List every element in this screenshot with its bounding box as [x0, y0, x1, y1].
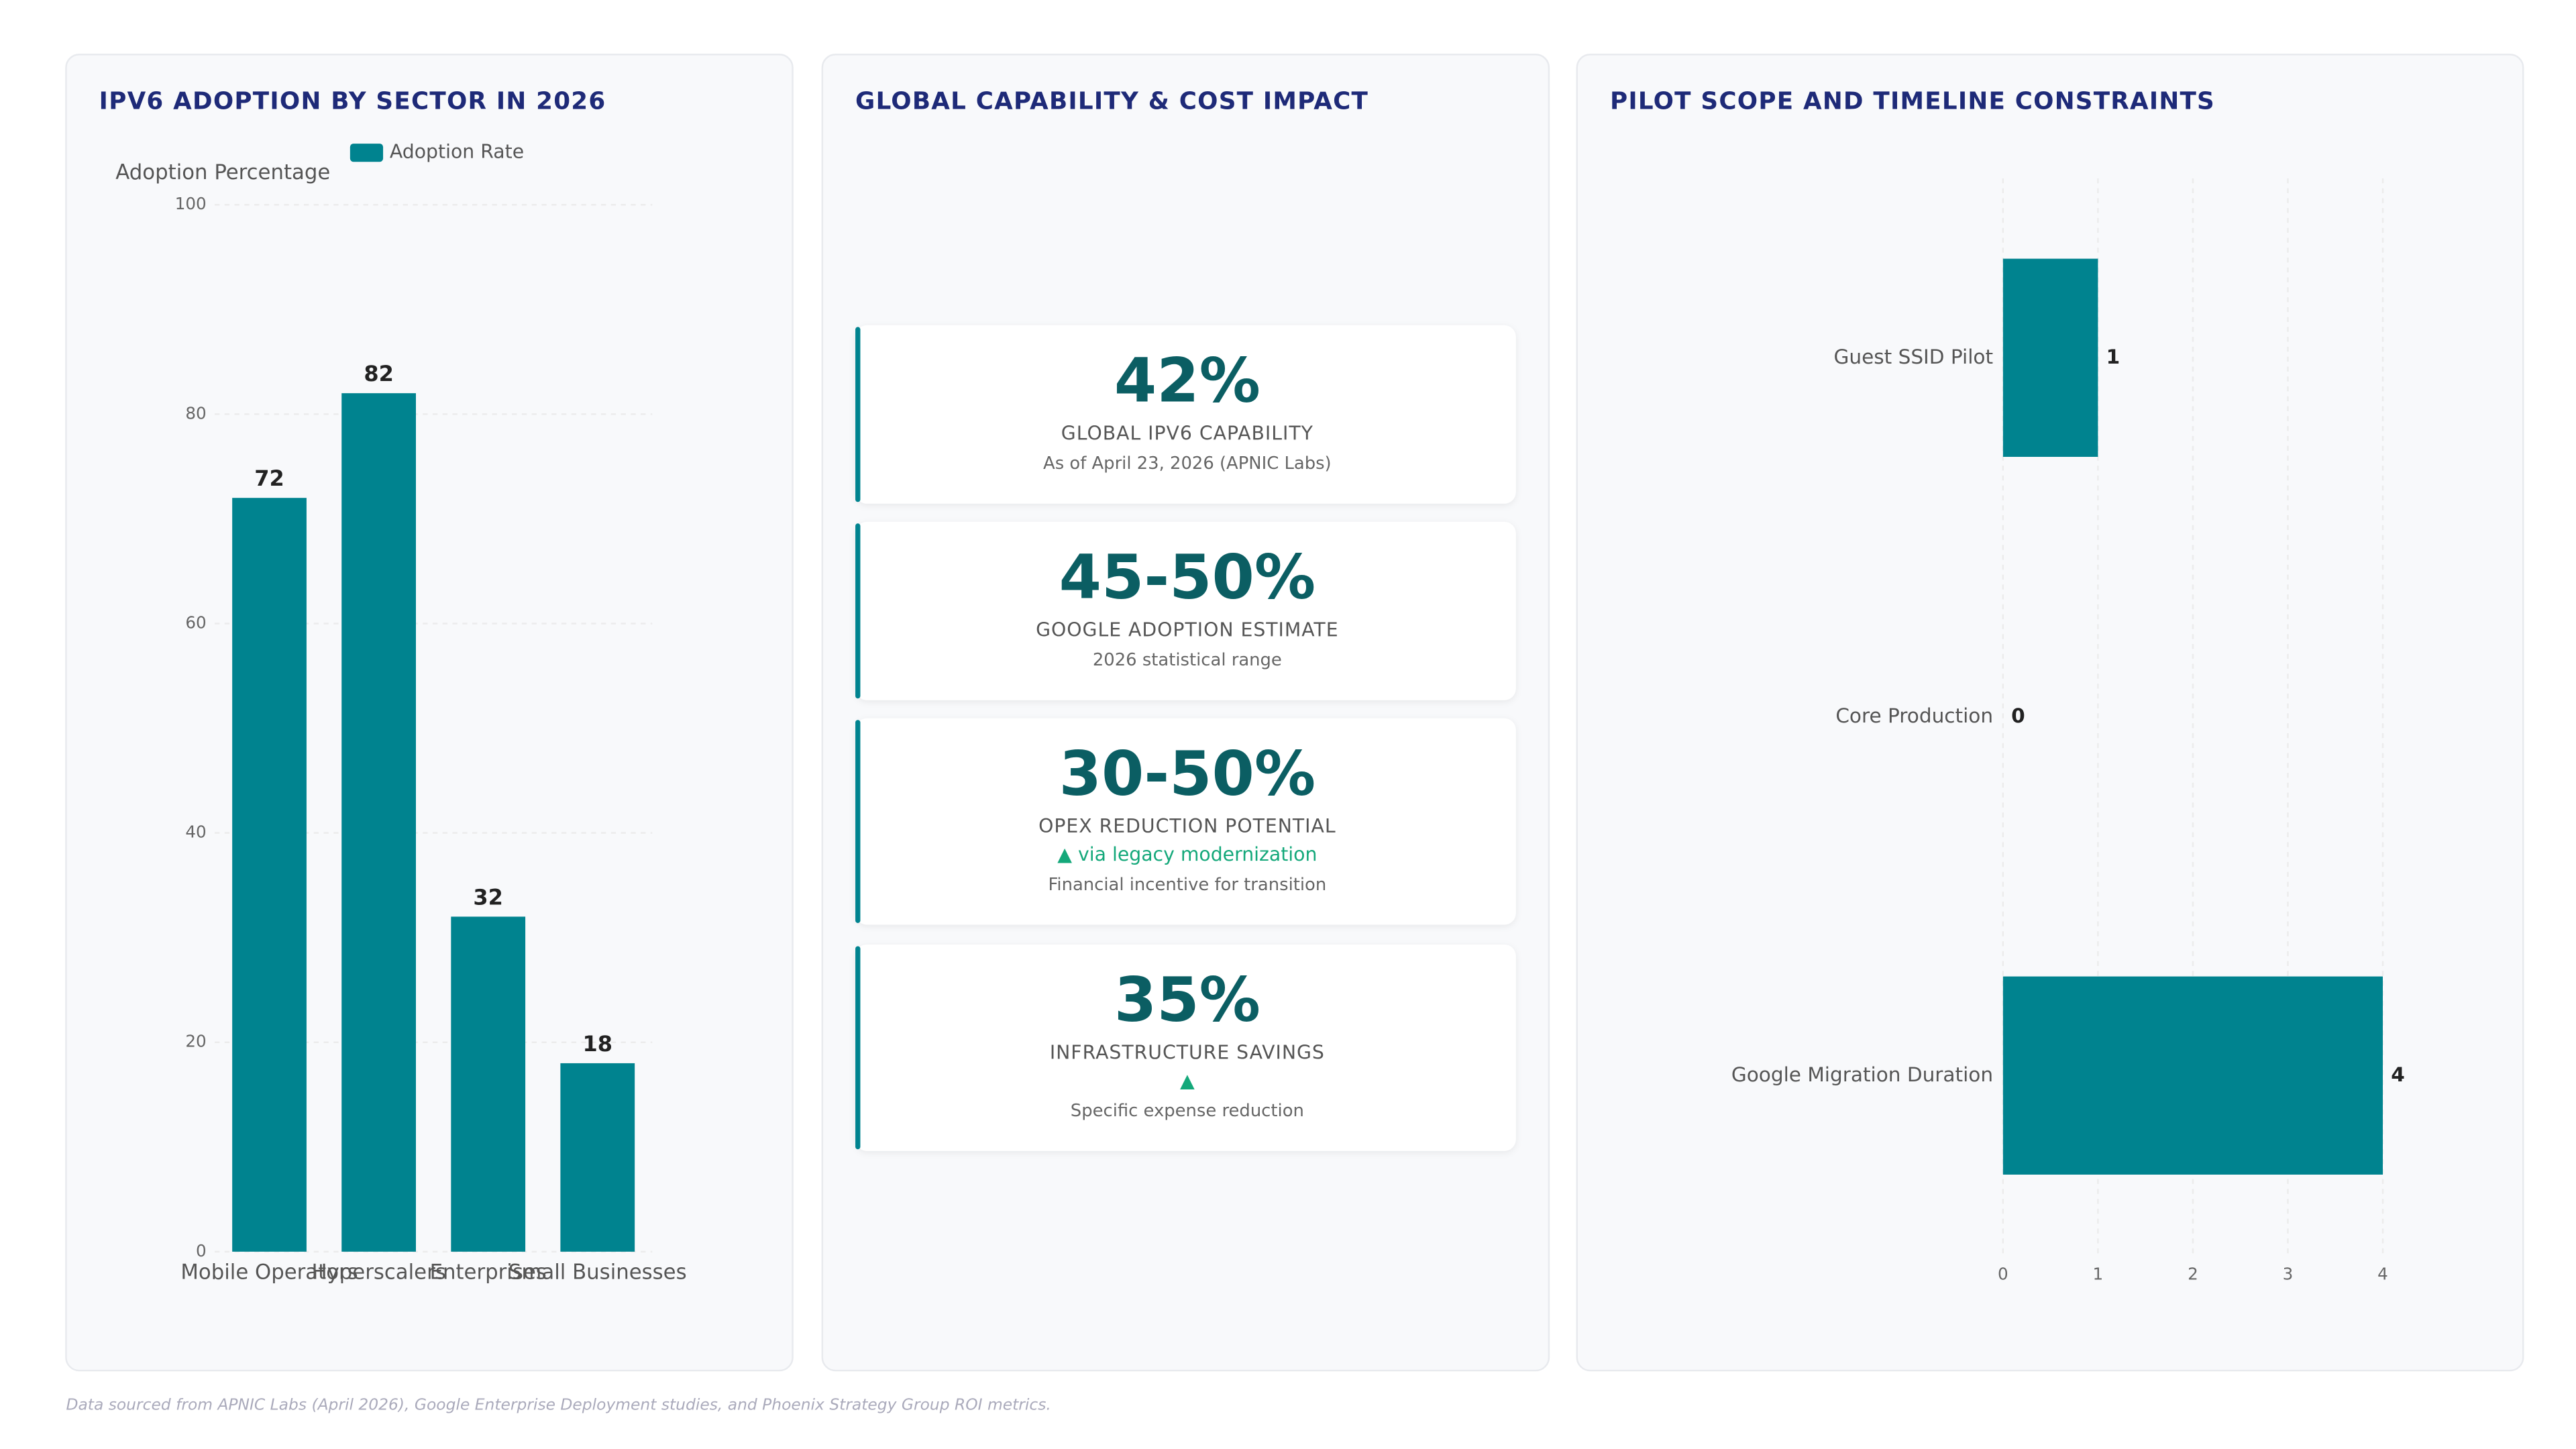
y-tick-label: 80: [185, 403, 206, 423]
value-label: 82: [364, 361, 394, 386]
bar: [232, 498, 307, 1252]
chart-title: PILOT SCOPE AND TIMELINE CONSTRAINTS: [1610, 88, 2215, 115]
x-tick-label: 1: [2093, 1264, 2104, 1283]
legend-swatch: [350, 144, 384, 162]
value-label: 72: [254, 466, 284, 491]
x-tick-label: 4: [2377, 1264, 2388, 1283]
legend-label: Adoption Rate: [390, 141, 524, 163]
x-tick-label: Hyperscalers: [311, 1260, 445, 1284]
bar: [341, 393, 416, 1252]
value-label: 32: [473, 884, 503, 910]
x-tick-label: Mobile Operators: [180, 1260, 358, 1284]
y-tick-label: Guest SSID Pilot: [1834, 345, 1994, 368]
value-label: 0: [2011, 704, 2025, 727]
kpi-value: 30-50%: [1059, 738, 1316, 809]
y-tick-label: Core Production: [1835, 704, 1993, 727]
kpi-value: 35%: [1114, 965, 1260, 1036]
y-tick-label: 40: [185, 822, 206, 842]
kpi-card: [855, 521, 1516, 700]
bar: [2002, 258, 2098, 458]
kpi-accent: [855, 523, 861, 699]
x-tick-label: Enterprises: [430, 1260, 547, 1284]
kpi-label: GOOGLE ADOPTION ESTIMATE: [1036, 619, 1338, 641]
x-tick-label: 2: [2188, 1264, 2198, 1283]
y-tick-label: Google Migration Duration: [1731, 1063, 1993, 1086]
bar: [560, 1063, 635, 1252]
x-tick-label: 0: [1998, 1264, 2008, 1283]
kpi-trend: ▲ via legacy modernization: [1057, 843, 1317, 865]
kpi-label: INFRASTRUCTURE SAVINGS: [1050, 1041, 1325, 1063]
value-label: 18: [583, 1031, 613, 1057]
bar: [2002, 976, 2383, 1175]
kpi-note: Financial incentive for transition: [1048, 875, 1326, 895]
kpi-label: GLOBAL IPV6 CAPABILITY: [1061, 422, 1313, 444]
kpi-card: [855, 325, 1516, 504]
panel-title: GLOBAL CAPABILITY & COST IMPACT: [855, 88, 1368, 115]
footer: Data sourced from APNIC Labs (April 2026…: [66, 1395, 1051, 1413]
value-label: 1: [2106, 345, 2121, 368]
kpi-accent: [855, 946, 861, 1150]
bar: [451, 916, 526, 1252]
kpi-accent: [855, 327, 861, 502]
kpi-card: [855, 718, 1516, 925]
kpi-note: As of April 23, 2026 (APNIC Labs): [1043, 453, 1332, 474]
kpi-note: Specific expense reduction: [1071, 1101, 1304, 1121]
x-tick-label: Small Businesses: [508, 1260, 687, 1284]
x-tick-label: 3: [2283, 1264, 2294, 1283]
y-tick-label: 20: [185, 1032, 206, 1051]
kpi-value: 42%: [1114, 345, 1260, 416]
kpi-accent: [855, 720, 861, 923]
kpi-label: OPEX REDUCTION POTENTIAL: [1038, 815, 1336, 837]
y-tick-label: 100: [175, 194, 207, 213]
panel: [821, 53, 1550, 1372]
kpi-note: 2026 statistical range: [1093, 650, 1282, 670]
y-tick-label: 60: [185, 612, 206, 632]
kpi-value: 45-50%: [1059, 541, 1316, 612]
kpi-trend: ▲: [1180, 1069, 1195, 1091]
y-tick-label: 0: [196, 1241, 207, 1260]
panel: [65, 53, 794, 1372]
y-axis-label: Adoption Percentage: [115, 160, 330, 184]
chart-title: IPV6 ADOPTION BY SECTOR IN 2026: [99, 88, 606, 115]
kpi-card: [855, 945, 1516, 1151]
value-label: 4: [2391, 1063, 2405, 1086]
